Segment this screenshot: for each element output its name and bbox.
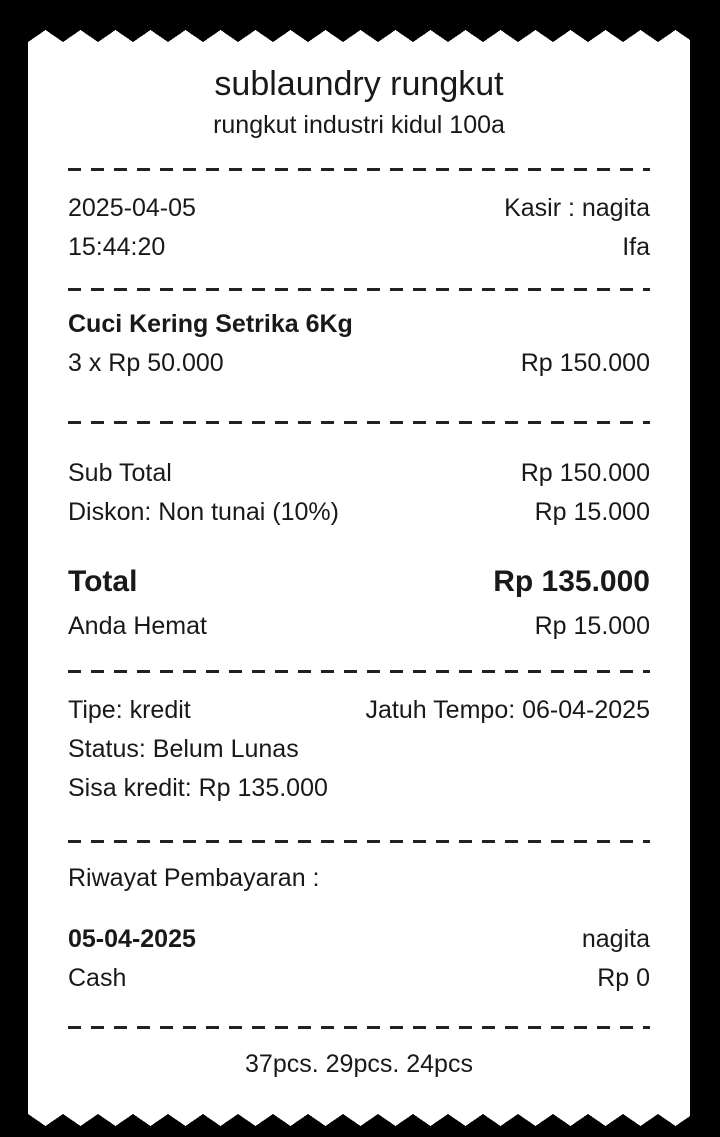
store-address: rungkut industri kidul 100a: [213, 111, 505, 139]
item-name: Cuci Kering Setrika 6Kg: [68, 310, 353, 338]
payment-method: Cash: [68, 964, 127, 992]
credit-due-date: Jatuh Tempo: 06-04-2025: [365, 696, 650, 724]
payment-date: 05-04-2025: [68, 925, 196, 953]
subtotal-value: Rp 150.000: [520, 459, 650, 487]
receipt-torn-edge-top: [28, 30, 690, 42]
item-qty-price: 3 x Rp 50.000: [68, 349, 224, 377]
credit-type: Tipe: kredit: [68, 696, 191, 724]
cashier-label: Kasir : nagita: [504, 194, 650, 222]
receipt-time: 15:44:20: [68, 233, 166, 261]
credit-status: Status: Belum Lunas: [68, 735, 299, 763]
operator-name: Ifa: [622, 233, 650, 261]
receipt-torn-edge-bottom: [28, 1114, 690, 1126]
line-item: Cuci Kering Setrika 6Kg 3 x Rp 50.000 Rp…: [68, 305, 650, 383]
dashed-separator: [68, 288, 650, 291]
summary-section: Sub Total Rp 150.000 Diskon: Non tunai (…: [68, 454, 650, 646]
store-name: sublaundry rungkut: [214, 65, 504, 103]
total-label: Total: [68, 565, 138, 598]
dashed-separator: [68, 168, 650, 171]
payment-amount: Rp 0: [597, 964, 650, 992]
dashed-separator: [68, 1026, 650, 1029]
total-value: Rp 135.000: [493, 565, 650, 598]
dashed-separator: [68, 840, 650, 843]
payment-history-title: Riwayat Pembayaran :: [68, 864, 320, 892]
payment-history-section: Riwayat Pembayaran : 05-04-2025 nagita C…: [68, 859, 650, 998]
payment-cashier: nagita: [581, 925, 650, 953]
dashed-separator: [68, 421, 650, 424]
payment-history-entry: 05-04-2025 nagita Cash Rp 0: [68, 920, 650, 998]
subtotal-label: Sub Total: [68, 459, 172, 487]
receipt-paper: sublaundry rungkut rungkut industri kidu…: [28, 42, 690, 1114]
discount-value: Rp 15.000: [534, 498, 650, 526]
pieces-summary: 37pcs. 29pcs. 24pcs: [245, 1050, 473, 1078]
receipt: sublaundry rungkut rungkut industri kidu…: [28, 30, 690, 1126]
credit-section: Tipe: kredit Jatuh Tempo: 06-04-2025 Sta…: [68, 691, 650, 808]
receipt-meta: 2025-04-05 Kasir : nagita 15:44:20 Ifa: [68, 189, 650, 267]
dashed-separator: [68, 670, 650, 673]
savings-label: Anda Hemat: [68, 612, 207, 640]
discount-label: Diskon: Non tunai (10%): [68, 498, 339, 526]
credit-remaining: Sisa kredit: Rp 135.000: [68, 774, 328, 802]
item-amount: Rp 150.000: [520, 349, 650, 377]
receipt-date: 2025-04-05: [68, 194, 196, 222]
savings-value: Rp 15.000: [534, 612, 650, 640]
